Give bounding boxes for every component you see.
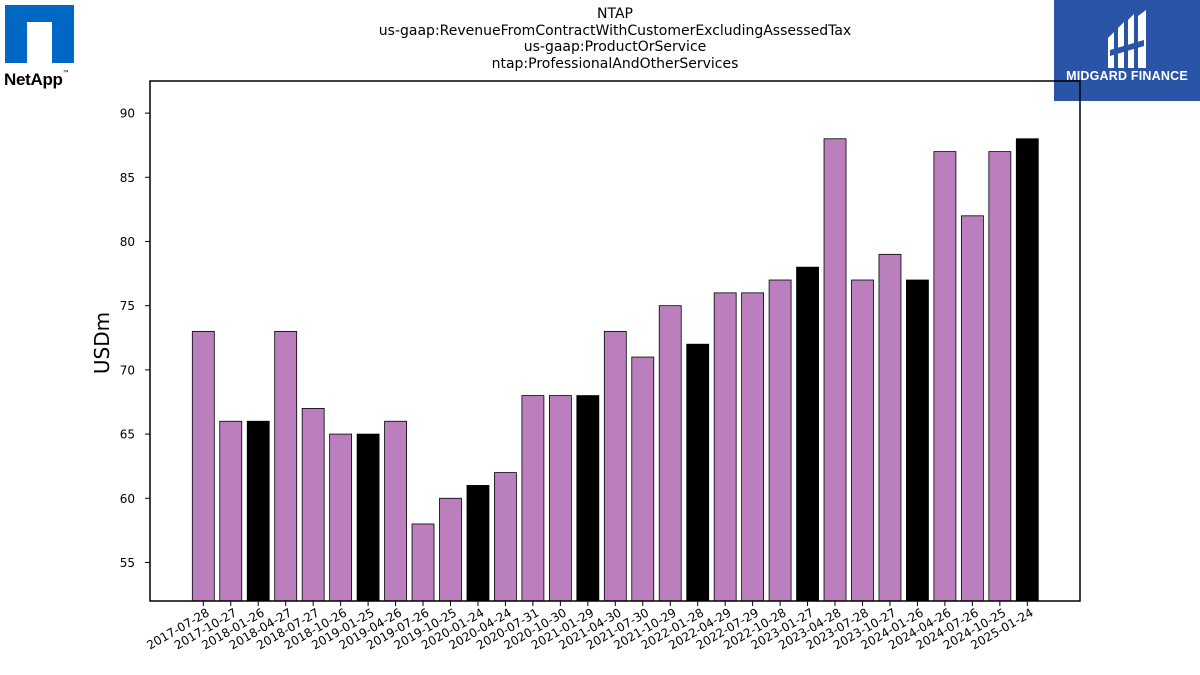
y-tick-label: 80	[120, 235, 135, 249]
bar-2021-07-30	[631, 356, 655, 602]
chart-title-axis: us-gaap:ProductOrService	[523, 39, 707, 55]
plot-frame	[149, 80, 1081, 602]
bar-2018-04-27	[274, 330, 298, 602]
chart-title-concept: us-gaap:RevenueFromContractWithCustomerE…	[378, 22, 852, 39]
bar-2020-01-24	[466, 485, 490, 602]
y-tick-label: 65	[120, 428, 135, 442]
bar-2021-04-30	[603, 330, 627, 602]
bar-2022-10-28	[768, 279, 792, 602]
y-axis-label: USDm	[90, 311, 114, 375]
bar-2020-07-31	[521, 395, 545, 602]
bar-2020-10-30	[548, 395, 572, 602]
bar-2022-01-28	[686, 343, 710, 602]
midgard-finance-logo: MIDGARD FINANCE	[1054, 0, 1200, 101]
y-axis: 55 60 65 70 75 80 85 90	[120, 107, 150, 570]
y-tick-label: 85	[120, 171, 135, 185]
y-tick-label: 55	[120, 556, 135, 570]
chart-title-member: ntap:ProfessionalAndOtherServices	[491, 55, 739, 72]
bar-2020-04-24	[494, 472, 517, 602]
bar-2019-10-25	[439, 497, 462, 602]
bar-2018-07-27	[301, 408, 325, 602]
bar-2023-04-28	[823, 138, 847, 602]
chart-title-ticker: NTAP	[597, 6, 633, 22]
netapp-logo-text: NetApp™	[4, 70, 69, 89]
bar-2024-07-26	[960, 215, 984, 602]
bar-2019-07-26	[411, 523, 435, 602]
y-tick-label: 60	[120, 492, 135, 506]
bar-2017-10-27	[219, 420, 243, 602]
bar-2025-01-24	[1015, 138, 1039, 602]
x-axis: 2017-07-282017-10-272018-01-262018-04-27…	[144, 601, 1036, 652]
bar-2022-04-29	[713, 292, 737, 602]
bar-2023-07-28	[851, 279, 874, 602]
midgard-finance-text: MIDGARD FINANCE	[1066, 69, 1188, 83]
bar-2018-01-26	[246, 420, 270, 602]
chart-titles: NTAP us-gaap:RevenueFromContractWithCust…	[150, 6, 1080, 72]
bar-2021-10-29	[658, 305, 682, 602]
y-tick-label: 70	[120, 363, 135, 377]
bars-group	[191, 138, 1039, 602]
bar-2023-10-27	[878, 253, 902, 602]
bar-2024-10-25	[988, 151, 1012, 602]
netapp-logo	[5, 5, 85, 95]
bar-2019-01-25	[356, 433, 380, 602]
y-tick-label: 75	[120, 299, 135, 313]
midgard-emblem-icon	[1108, 10, 1146, 68]
bar-2024-01-26	[906, 279, 929, 602]
bar-2022-07-29	[741, 292, 765, 602]
bar-2019-04-26	[384, 420, 407, 602]
netapp-logo-mark	[5, 5, 74, 63]
bar-2017-07-28	[191, 330, 215, 602]
bar-2018-10-26	[329, 433, 353, 602]
bar-2024-04-26	[933, 151, 957, 602]
y-tick-label: 90	[120, 107, 135, 121]
bar-2021-01-29	[576, 395, 600, 602]
bar-2023-01-27	[796, 266, 819, 602]
